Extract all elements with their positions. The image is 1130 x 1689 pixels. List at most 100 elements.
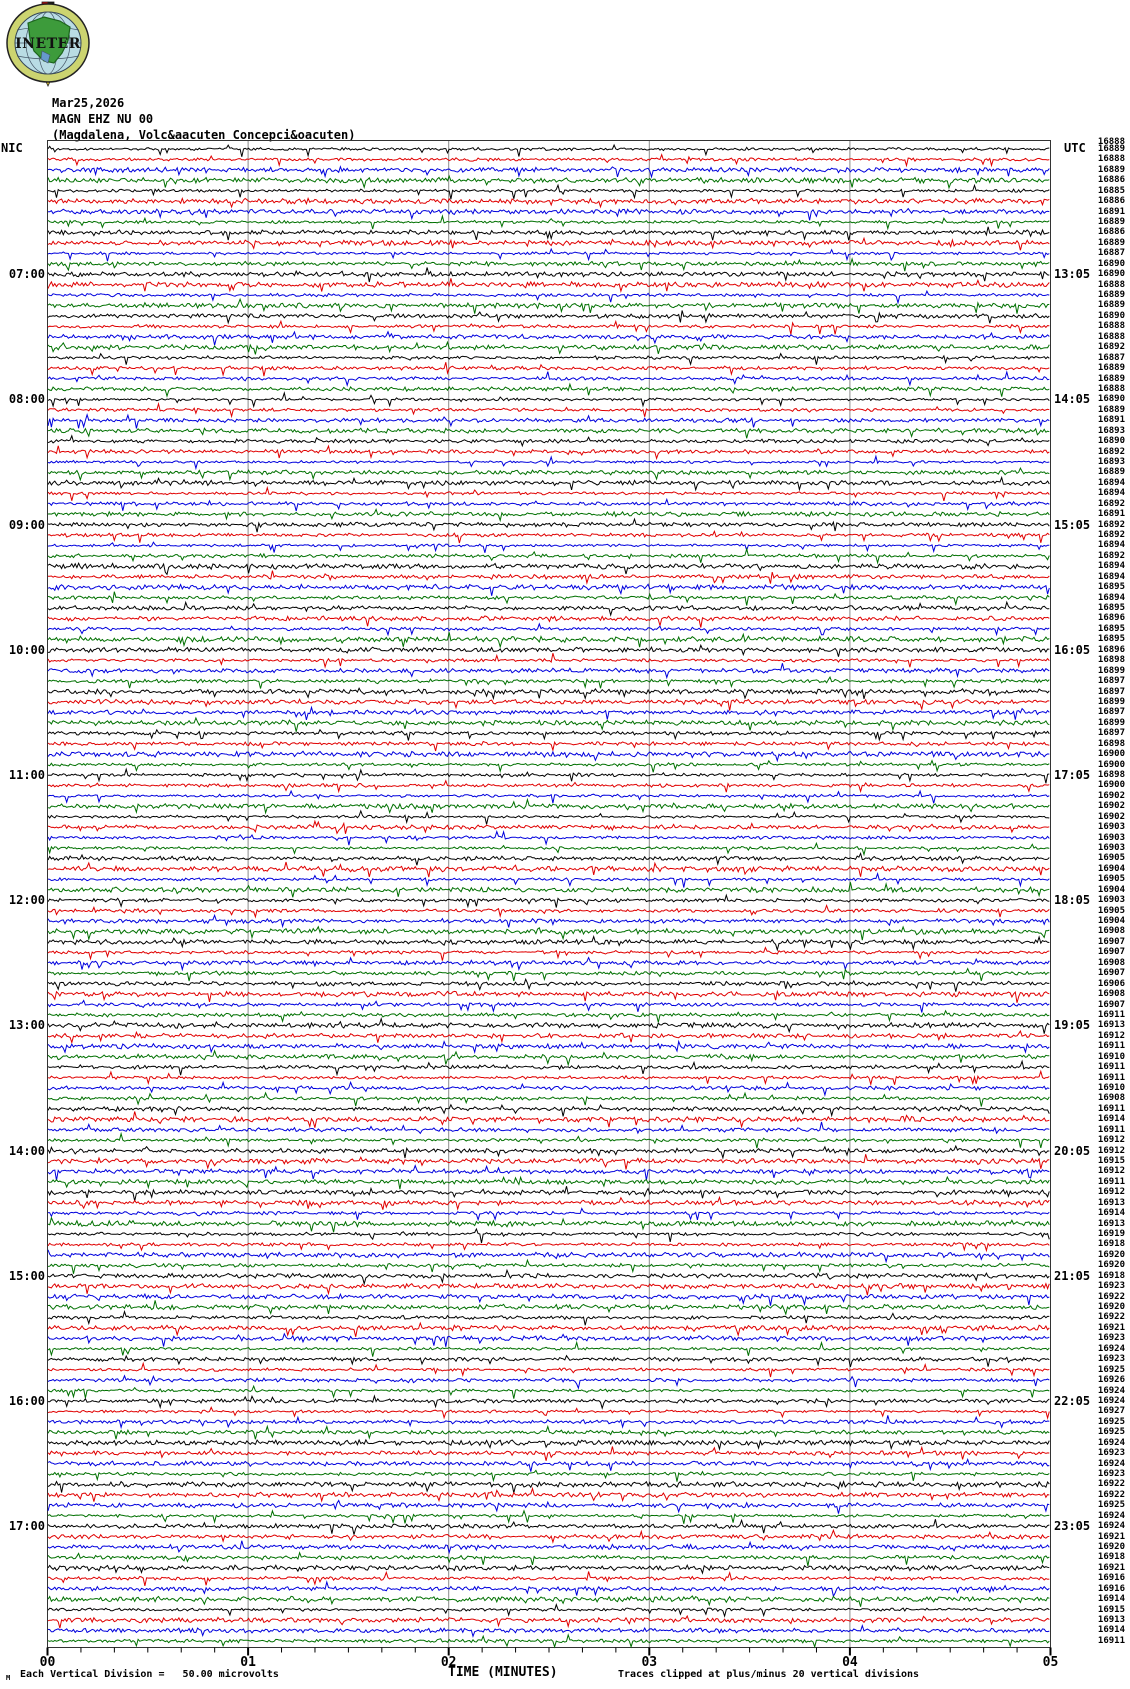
hour-label-local: 12:00: [8, 893, 45, 908]
trace-row: [47, 289, 1050, 305]
trace-value: 16919: [1097, 1229, 1125, 1240]
trace-row: [47, 165, 1050, 179]
trace-value: 16907: [1097, 999, 1125, 1010]
trace-value: 16925: [1097, 1416, 1125, 1427]
left-axis-title: NIC: [1, 141, 23, 155]
trace-value: 16908: [1097, 926, 1125, 937]
trace-row: [47, 1164, 1050, 1181]
trace-row: [47, 370, 1050, 387]
trace-value: 16899: [1097, 717, 1125, 728]
trace-value: 16905: [1097, 853, 1125, 864]
trace-row: [47, 485, 1050, 502]
logo-lake: [40, 50, 51, 64]
ineter-logo: INETER: [6, 1, 90, 87]
trace-row: [47, 226, 1050, 241]
trace-value: 16896: [1097, 644, 1125, 655]
trace-value: 16921: [1097, 1562, 1125, 1573]
right-axis-title: UTC: [1064, 141, 1086, 155]
trace-row: [47, 1438, 1050, 1451]
logo-globe: INETER: [6, 1, 90, 87]
hour-label-utc: 14:05: [1054, 392, 1091, 407]
trace-value: 16885: [1097, 185, 1125, 196]
trace-value: 16889: [1097, 467, 1125, 478]
trace-value: 16886: [1097, 175, 1125, 186]
trace-value: 16897: [1097, 707, 1125, 718]
x-axis-title: TIME (MINUTES): [448, 1665, 558, 1680]
trace-row: [47, 1241, 1050, 1253]
trace-value: 16893: [1097, 456, 1125, 467]
trace-row: [47, 1154, 1050, 1170]
trace-row: [47, 904, 1050, 919]
trace-row: [47, 728, 1050, 742]
trace-value: 16923: [1097, 1448, 1125, 1459]
hour-label-utc: 19:05: [1054, 1018, 1091, 1033]
trace-row: [47, 1480, 1050, 1494]
trace-row: [47, 600, 1050, 617]
trace-value: 16904: [1097, 884, 1125, 895]
trace-value: 16900: [1097, 759, 1125, 770]
trace-value: 16889: [1097, 373, 1125, 384]
trace-value: 16904: [1097, 916, 1125, 927]
trace-value: 16912: [1097, 1145, 1125, 1156]
trace-row: [47, 829, 1050, 846]
trace-row: [47, 466, 1050, 482]
trace-value: 16888: [1097, 321, 1125, 332]
trace-row: [47, 653, 1050, 669]
trace-value: 16915: [1097, 1604, 1125, 1615]
trace-value: 16898: [1097, 655, 1125, 666]
trace-row: [47, 570, 1050, 585]
trace-row: [47, 1017, 1050, 1034]
trace-row: [47, 530, 1050, 544]
trace-row: [47, 841, 1050, 857]
trace-value: 16912: [1097, 1135, 1125, 1146]
trace-value: 16913: [1097, 1218, 1125, 1229]
trace-value: 16890: [1097, 394, 1125, 405]
trace-value: 16889: [1097, 290, 1125, 301]
trace-value: 16914: [1097, 1594, 1125, 1605]
trace-row: [47, 541, 1050, 554]
trace-value: 16899: [1097, 696, 1125, 707]
trace-value: 16899: [1097, 665, 1125, 676]
trace-row: [47, 1249, 1050, 1264]
trace-value: 16911: [1097, 1009, 1125, 1020]
trace-row: [47, 716, 1050, 732]
trace-value: 16906: [1097, 978, 1125, 989]
trace-row: [47, 1340, 1050, 1357]
trace-value: 16894: [1097, 592, 1125, 603]
trace-row: [47, 852, 1050, 866]
trace-value: 16898: [1097, 738, 1125, 749]
trace-row: [47, 1563, 1050, 1575]
trace-row: [47, 143, 1050, 158]
trace-row: [47, 989, 1050, 1003]
trace-value: 16898: [1097, 769, 1125, 780]
trace-row: [47, 1207, 1050, 1222]
trace-row: [47, 340, 1050, 355]
trace-row: [47, 1258, 1050, 1274]
trace-value: 16895: [1097, 623, 1125, 634]
trace-row: [47, 391, 1050, 409]
trace-row: [47, 382, 1050, 398]
trace-row: [47, 412, 1050, 429]
trace-value: 16888: [1097, 279, 1125, 290]
trace-value: 16918: [1097, 1552, 1125, 1563]
trace-value: 16889: [1097, 363, 1125, 374]
trace-value: 16916: [1097, 1573, 1125, 1584]
trace-value: 16894: [1097, 561, 1125, 572]
trace-row: [47, 1009, 1050, 1023]
trace-value: 16923: [1097, 1281, 1125, 1292]
trace-value: 16920: [1097, 1260, 1125, 1271]
trace-row: [47, 913, 1050, 929]
trace-row: [47, 967, 1050, 982]
trace-value: 16903: [1097, 832, 1125, 843]
trace-row: [47, 632, 1050, 649]
trace-value: 16887: [1097, 352, 1125, 363]
trace-row: [47, 789, 1050, 804]
trace-value: 16892: [1097, 550, 1125, 561]
trace-row: [47, 546, 1050, 565]
trace-row: [47, 1469, 1050, 1483]
trace-row: [47, 1029, 1050, 1045]
trace-value: 16907: [1097, 936, 1125, 947]
trace-row: [47, 174, 1050, 190]
trace-row: [47, 561, 1050, 576]
